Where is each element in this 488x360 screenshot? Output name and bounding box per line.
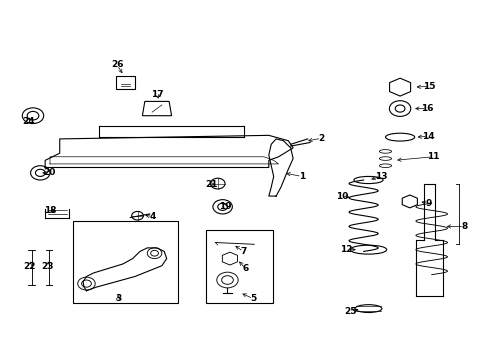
Text: 16: 16	[420, 104, 432, 113]
Text: 20: 20	[43, 168, 55, 177]
Text: 2: 2	[318, 134, 324, 143]
Text: 1: 1	[298, 172, 305, 181]
Text: 9: 9	[424, 199, 430, 208]
Text: 6: 6	[242, 264, 248, 273]
Text: 15: 15	[422, 82, 435, 91]
Text: 21: 21	[205, 180, 217, 189]
Text: 8: 8	[460, 222, 467, 231]
Bar	[73, 221, 178, 303]
Text: 12: 12	[340, 245, 352, 254]
Text: 13: 13	[375, 172, 387, 181]
Text: 7: 7	[240, 247, 246, 256]
Text: 19: 19	[218, 202, 231, 211]
Bar	[205, 230, 272, 303]
Text: 10: 10	[335, 192, 347, 201]
Text: 14: 14	[421, 132, 434, 141]
Text: 26: 26	[111, 60, 123, 69]
Text: 25: 25	[344, 307, 356, 316]
Text: 5: 5	[250, 294, 256, 303]
Text: 18: 18	[43, 206, 56, 215]
Text: 24: 24	[22, 117, 34, 126]
Text: 4: 4	[150, 212, 156, 221]
Text: 11: 11	[426, 152, 439, 161]
Text: 22: 22	[23, 262, 36, 271]
Bar	[116, 76, 135, 89]
Text: 3: 3	[115, 294, 121, 303]
Text: 17: 17	[150, 90, 163, 99]
Text: 23: 23	[41, 262, 54, 271]
